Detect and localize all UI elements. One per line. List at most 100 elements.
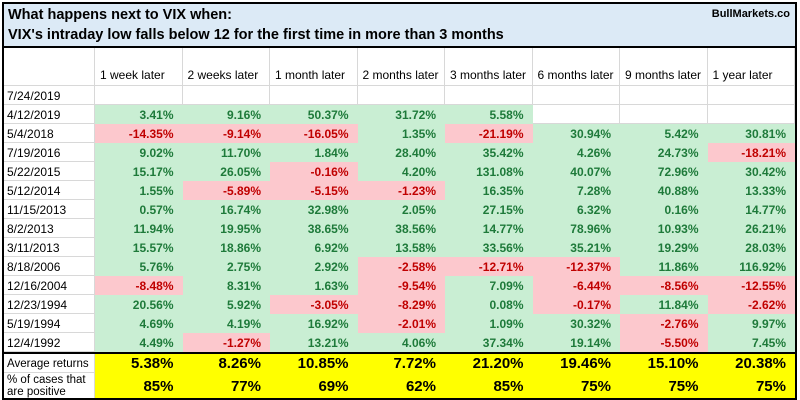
value-cell[interactable]: 27.15% [445,200,533,219]
value-cell[interactable]: 1.55% [95,181,183,200]
date-cell[interactable]: 8/2/2013 [4,219,95,238]
date-cell[interactable]: 8/18/2006 [4,257,95,276]
value-cell[interactable]: -6.44% [532,276,620,295]
value-cell[interactable]: 2.75% [182,257,270,276]
value-cell[interactable]: 28.03% [707,238,795,257]
value-cell[interactable]: 40.07% [532,162,620,181]
value-cell[interactable]: -5.50% [620,333,708,352]
value-cell[interactable]: 26.21% [707,219,795,238]
value-cell[interactable]: 30.94% [532,124,620,143]
corner-cell[interactable] [4,48,95,86]
value-cell[interactable]: 11.84% [620,295,708,314]
average-value-cell[interactable]: 19.46% [532,352,620,373]
value-cell[interactable]: 116.92% [707,257,795,276]
date-cell[interactable]: 5/12/2014 [4,181,95,200]
value-cell[interactable]: 3.41% [95,105,183,124]
title-cell[interactable]: What happens next to VIX when: VIX's int… [2,2,797,48]
value-cell[interactable]: -12.37% [532,257,620,276]
percent-positive-value-cell[interactable]: 62% [357,373,445,398]
value-cell[interactable]: 1.35% [357,124,445,143]
value-cell[interactable]: 37.34% [445,333,533,352]
value-cell[interactable] [445,86,533,105]
percent-positive-value-cell[interactable]: 77% [182,373,270,398]
value-cell[interactable]: -9.54% [357,276,445,295]
value-cell[interactable]: 35.42% [445,143,533,162]
value-cell[interactable]: 30.42% [707,162,795,181]
value-cell[interactable]: 4.49% [95,333,183,352]
percent-positive-label[interactable]: % of cases that are positive [4,373,95,398]
average-value-cell[interactable]: 10.85% [270,352,358,373]
value-cell[interactable]: -1.27% [182,333,270,352]
date-cell[interactable]: 3/11/2013 [4,238,95,257]
value-cell[interactable]: 18.86% [182,238,270,257]
value-cell[interactable]: -2.58% [357,257,445,276]
value-cell[interactable]: 5.92% [182,295,270,314]
value-cell[interactable]: 4.69% [95,314,183,333]
value-cell[interactable]: -2.62% [707,295,795,314]
value-cell[interactable]: -21.19% [445,124,533,143]
value-cell[interactable]: 11.94% [95,219,183,238]
value-cell[interactable]: 20.56% [95,295,183,314]
date-cell[interactable]: 12/23/1994 [4,295,95,314]
average-value-cell[interactable]: 7.72% [357,352,445,373]
date-cell[interactable]: 7/24/2019 [4,86,95,105]
percent-positive-value-cell[interactable]: 75% [707,373,795,398]
value-cell[interactable]: -12.71% [445,257,533,276]
value-cell[interactable]: 14.77% [707,200,795,219]
value-cell[interactable]: 30.32% [532,314,620,333]
value-cell[interactable]: 2.92% [270,257,358,276]
value-cell[interactable]: 7.45% [707,333,795,352]
value-cell[interactable] [357,86,445,105]
value-cell[interactable] [620,105,708,124]
date-cell[interactable]: 12/4/1992 [4,333,95,352]
value-cell[interactable]: 9.02% [95,143,183,162]
value-cell[interactable]: 5.42% [620,124,708,143]
value-cell[interactable]: 13.21% [270,333,358,352]
value-cell[interactable]: 4.26% [532,143,620,162]
date-cell[interactable]: 12/16/2004 [4,276,95,295]
value-cell[interactable]: 40.88% [620,181,708,200]
value-cell[interactable]: 16.35% [445,181,533,200]
value-cell[interactable]: -1.23% [357,181,445,200]
value-cell[interactable]: 19.14% [532,333,620,352]
value-cell[interactable]: 13.33% [707,181,795,200]
date-cell[interactable]: 5/22/2015 [4,162,95,181]
value-cell[interactable]: -8.48% [95,276,183,295]
value-cell[interactable]: 1.84% [270,143,358,162]
percent-positive-value-cell[interactable]: 85% [95,373,183,398]
value-cell[interactable]: 19.29% [620,238,708,257]
average-value-cell[interactable]: 8.26% [182,352,270,373]
value-cell[interactable]: 30.81% [707,124,795,143]
average-value-cell[interactable]: 21.20% [445,352,533,373]
value-cell[interactable]: 15.57% [95,238,183,257]
value-cell[interactable]: -5.89% [182,181,270,200]
value-cell[interactable]: 2.05% [357,200,445,219]
value-cell[interactable]: 4.19% [182,314,270,333]
value-cell[interactable]: 5.76% [95,257,183,276]
value-cell[interactable]: 19.95% [182,219,270,238]
column-header-3[interactable]: 1 month later [270,48,358,86]
value-cell[interactable]: 1.09% [445,314,533,333]
value-cell[interactable] [182,86,270,105]
value-cell[interactable]: 26.05% [182,162,270,181]
value-cell[interactable]: 131.08% [445,162,533,181]
value-cell[interactable]: 11.86% [620,257,708,276]
value-cell[interactable]: -16.05% [270,124,358,143]
average-returns-label[interactable]: Average returns [4,352,95,373]
value-cell[interactable]: -0.16% [270,162,358,181]
date-cell[interactable]: 11/15/2013 [4,200,95,219]
value-cell[interactable]: 35.21% [532,238,620,257]
value-cell[interactable]: 33.56% [445,238,533,257]
value-cell[interactable]: 8.31% [182,276,270,295]
value-cell[interactable]: 0.16% [620,200,708,219]
value-cell[interactable]: -8.56% [620,276,708,295]
value-cell[interactable] [532,86,620,105]
percent-positive-value-cell[interactable]: 85% [445,373,533,398]
value-cell[interactable] [707,105,795,124]
value-cell[interactable]: 9.97% [707,314,795,333]
value-cell[interactable]: -2.76% [620,314,708,333]
percent-positive-value-cell[interactable]: 75% [620,373,708,398]
value-cell[interactable]: -0.17% [532,295,620,314]
value-cell[interactable]: 24.73% [620,143,708,162]
value-cell[interactable]: 14.77% [445,219,533,238]
